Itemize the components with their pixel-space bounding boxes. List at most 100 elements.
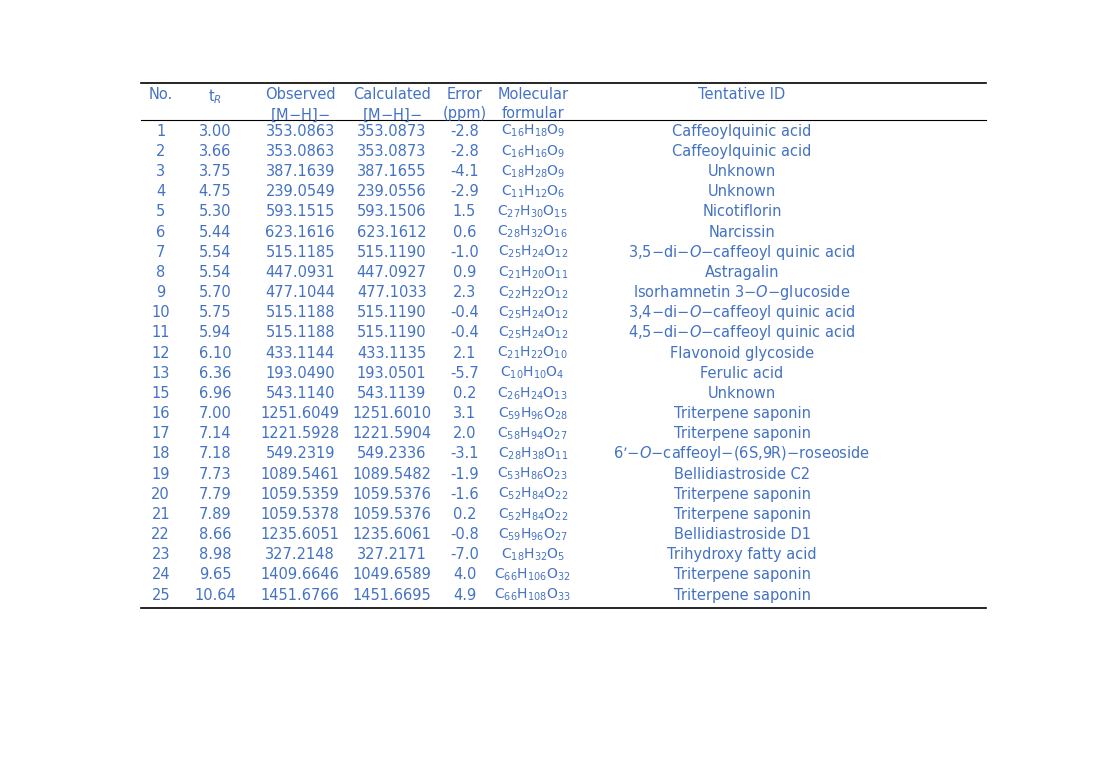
Text: 2.0: 2.0	[453, 426, 476, 441]
Text: 2.3: 2.3	[453, 285, 476, 300]
Text: Triterpene saponin: Triterpene saponin	[673, 487, 811, 502]
Text: 5.54: 5.54	[199, 245, 231, 260]
Text: Trihydroxy fatty acid: Trihydroxy fatty acid	[668, 547, 817, 562]
Text: 3.1: 3.1	[453, 406, 476, 421]
Text: 3: 3	[156, 164, 165, 179]
Text: 15: 15	[152, 386, 170, 401]
Text: 477.1033: 477.1033	[356, 285, 427, 300]
Text: Ferulic acid: Ferulic acid	[701, 366, 783, 380]
Text: 8.66: 8.66	[199, 527, 231, 542]
Text: Narcissin: Narcissin	[708, 225, 775, 240]
Text: 5.44: 5.44	[199, 225, 231, 240]
Text: 515.1188: 515.1188	[265, 325, 336, 341]
Text: 19: 19	[152, 467, 170, 482]
Text: 21: 21	[152, 507, 170, 522]
Text: 353.0873: 353.0873	[358, 144, 427, 159]
Text: C$_{27}$H$_{30}$O$_{15}$: C$_{27}$H$_{30}$O$_{15}$	[497, 204, 568, 220]
Text: C$_{21}$H$_{22}$O$_{10}$: C$_{21}$H$_{22}$O$_{10}$	[497, 345, 568, 361]
Text: C$_{21}$H$_{20}$O$_{11}$: C$_{21}$H$_{20}$O$_{11}$	[497, 265, 568, 281]
Text: 6: 6	[156, 225, 165, 240]
Text: 193.0501: 193.0501	[356, 366, 427, 380]
Text: Astragalin: Astragalin	[705, 265, 779, 280]
Text: -2.8: -2.8	[450, 144, 478, 159]
Text: 5.54: 5.54	[199, 265, 231, 280]
Text: C$_{66}$H$_{106}$O$_{32}$: C$_{66}$H$_{106}$O$_{32}$	[495, 567, 571, 584]
Text: C$_{25}$H$_{24}$O$_{12}$: C$_{25}$H$_{24}$O$_{12}$	[497, 304, 568, 321]
Text: 24: 24	[152, 567, 170, 583]
Text: Observed
[M$-$H]$-$: Observed [M$-$H]$-$	[265, 87, 336, 124]
Text: 239.0549: 239.0549	[265, 184, 336, 199]
Text: 6.36: 6.36	[199, 366, 231, 380]
Text: 1451.6766: 1451.6766	[261, 587, 340, 603]
Text: 353.0863: 353.0863	[265, 144, 334, 159]
Text: 353.0873: 353.0873	[358, 124, 427, 138]
Text: 20: 20	[152, 487, 170, 502]
Text: 1221.5904: 1221.5904	[352, 426, 431, 441]
Text: 4.9: 4.9	[453, 587, 476, 603]
Text: Triterpene saponin: Triterpene saponin	[673, 587, 811, 603]
Text: 1451.6695: 1451.6695	[352, 587, 431, 603]
Text: C$_{26}$H$_{24}$O$_{13}$: C$_{26}$H$_{24}$O$_{13}$	[497, 385, 568, 401]
Text: 193.0490: 193.0490	[265, 366, 336, 380]
Text: 5: 5	[156, 205, 165, 219]
Text: 515.1185: 515.1185	[265, 245, 336, 260]
Text: -5.7: -5.7	[450, 366, 478, 380]
Text: 1059.5378: 1059.5378	[261, 507, 340, 522]
Text: 8: 8	[156, 265, 165, 280]
Text: 1409.6646: 1409.6646	[261, 567, 340, 583]
Text: 7.14: 7.14	[199, 426, 231, 441]
Text: Calculated
[M$-$H]$-$: Calculated [M$-$H]$-$	[353, 87, 430, 124]
Text: 515.1188: 515.1188	[265, 305, 336, 321]
Text: Molecular
formular: Molecular formular	[497, 87, 569, 121]
Text: 1235.6051: 1235.6051	[261, 527, 340, 542]
Text: 16: 16	[152, 406, 170, 421]
Text: 433.1135: 433.1135	[358, 345, 427, 360]
Text: 4: 4	[156, 184, 165, 199]
Text: C$_{52}$H$_{84}$O$_{22}$: C$_{52}$H$_{84}$O$_{22}$	[497, 486, 568, 503]
Text: 327.2171: 327.2171	[356, 547, 427, 562]
Text: C$_{53}$H$_{86}$O$_{23}$: C$_{53}$H$_{86}$O$_{23}$	[497, 466, 568, 482]
Text: 4.0: 4.0	[453, 567, 476, 583]
Text: Triterpene saponin: Triterpene saponin	[673, 507, 811, 522]
Text: 13: 13	[152, 366, 169, 380]
Text: Caffeoylquinic acid: Caffeoylquinic acid	[672, 144, 812, 159]
Text: 433.1144: 433.1144	[265, 345, 334, 360]
Text: 12: 12	[152, 345, 170, 360]
Text: 387.1655: 387.1655	[356, 164, 427, 179]
Text: Unknown: Unknown	[708, 386, 777, 401]
Text: 3.00: 3.00	[199, 124, 231, 138]
Text: t$_R$: t$_R$	[208, 87, 222, 106]
Text: 3,4$-$di$-$$\it{O}$$-$caffeoyl quinic acid: 3,4$-$di$-$$\it{O}$$-$caffeoyl quinic ac…	[628, 303, 856, 322]
Text: C$_{28}$H$_{32}$O$_{16}$: C$_{28}$H$_{32}$O$_{16}$	[497, 224, 568, 240]
Text: C$_{18}$H$_{32}$O$_{5}$: C$_{18}$H$_{32}$O$_{5}$	[500, 547, 565, 563]
Text: Isorhamnetin 3$-$$\it{O}$$-$glucoside: Isorhamnetin 3$-$$\it{O}$$-$glucoside	[634, 283, 850, 302]
Text: Error
(ppm): Error (ppm)	[442, 87, 486, 121]
Text: -3.1: -3.1	[450, 447, 478, 461]
Text: 25: 25	[152, 587, 170, 603]
Text: 623.1616: 623.1616	[265, 225, 336, 240]
Text: Tentative ID: Tentative ID	[698, 87, 785, 102]
Text: C$_{18}$H$_{28}$O$_{9}$: C$_{18}$H$_{28}$O$_{9}$	[500, 163, 565, 180]
Text: 623.1612: 623.1612	[356, 225, 427, 240]
Text: 11: 11	[152, 325, 170, 341]
Text: 1059.5376: 1059.5376	[352, 507, 431, 522]
Text: C$_{10}$H$_{10}$O$_{4}$: C$_{10}$H$_{10}$O$_{4}$	[500, 365, 565, 381]
Text: 18: 18	[152, 447, 170, 461]
Text: -7.0: -7.0	[450, 547, 478, 562]
Text: C$_{11}$H$_{12}$O$_{6}$: C$_{11}$H$_{12}$O$_{6}$	[500, 184, 565, 200]
Text: C$_{66}$H$_{108}$O$_{33}$: C$_{66}$H$_{108}$O$_{33}$	[494, 587, 571, 604]
Text: Triterpene saponin: Triterpene saponin	[673, 426, 811, 441]
Text: 7.18: 7.18	[199, 447, 231, 461]
Text: 1235.6061: 1235.6061	[352, 527, 431, 542]
Text: -0.8: -0.8	[450, 527, 478, 542]
Text: -2.9: -2.9	[450, 184, 478, 199]
Text: 2.1: 2.1	[453, 345, 476, 360]
Text: 1059.5359: 1059.5359	[261, 487, 340, 502]
Text: 3,5$-$di$-$$\it{O}$$-$caffeoyl quinic acid: 3,5$-$di$-$$\it{O}$$-$caffeoyl quinic ac…	[628, 243, 856, 261]
Text: C$_{58}$H$_{94}$O$_{27}$: C$_{58}$H$_{94}$O$_{27}$	[497, 426, 568, 442]
Text: 1089.5482: 1089.5482	[352, 467, 431, 482]
Text: 10.64: 10.64	[194, 587, 235, 603]
Text: 447.0931: 447.0931	[265, 265, 336, 280]
Text: 239.0556: 239.0556	[356, 184, 427, 199]
Text: Triterpene saponin: Triterpene saponin	[673, 567, 811, 583]
